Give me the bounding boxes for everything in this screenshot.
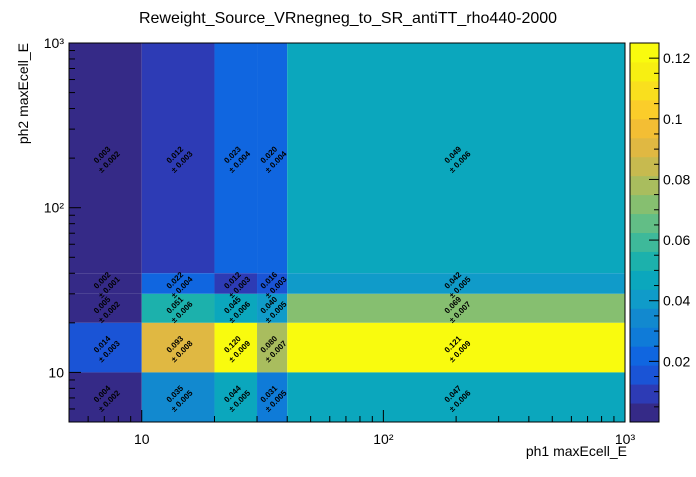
heatmap-cell — [141, 322, 215, 373]
colorbar-segment — [630, 365, 659, 385]
heatmap-cell — [257, 273, 288, 294]
y-tick-label: 10 — [48, 364, 64, 380]
y-tick-label: 10² — [44, 200, 65, 216]
heatmap-cell — [69, 293, 142, 323]
x-tick-label: 10³ — [615, 431, 636, 447]
x-axis: 10 10² 10³ — [68, 410, 636, 447]
colorbar-segment — [630, 118, 659, 139]
colorbar-segment — [630, 403, 659, 423]
colorbar-segment — [630, 194, 659, 215]
heatmap-cell — [257, 322, 288, 373]
heatmap-cell — [214, 372, 258, 422]
colorbar-segment — [630, 327, 659, 347]
colorbar-segment — [630, 80, 659, 101]
heatmap-cell — [257, 372, 288, 422]
colorbar-frame — [629, 42, 660, 423]
colorbar-segment — [630, 175, 659, 196]
y-axis-label: ph2 maxEcell_E — [15, 43, 31, 144]
heatmap-cell — [69, 372, 142, 422]
heatmap-cell — [141, 43, 215, 274]
heatmap-cell — [69, 43, 142, 274]
colorbar-tick-label: 0.1 — [663, 111, 683, 127]
colorbar-segment — [630, 346, 659, 366]
colorbar-segment — [630, 232, 659, 252]
color-scale: 0.02 0.04 0.06 0.08 0.1 0.12 — [629, 42, 690, 423]
colorbar-segment — [630, 43, 659, 63]
plot-frame — [68, 42, 626, 423]
colorbar-tick-label: 0.02 — [663, 353, 690, 369]
x-tick-label: 10² — [373, 431, 394, 447]
heatmap-cell — [214, 273, 258, 294]
colorbar-tick-label: 0.06 — [663, 232, 690, 248]
colorbar-segment — [630, 156, 659, 177]
colorbar-segment — [630, 289, 659, 309]
x-axis-label: ph1 maxEcell_E — [526, 443, 627, 459]
chart-title: Reweight_Source_VRnegneg_to_SR_antiTT_rh… — [139, 10, 557, 27]
y-tick-label: 10³ — [44, 35, 65, 51]
colorbar-segment — [630, 61, 659, 82]
colorbar-segment — [630, 99, 659, 120]
x-tick-label: 10 — [134, 431, 150, 447]
heatmap-cell — [141, 372, 215, 422]
heatmap-cell — [257, 43, 288, 274]
colorbar-segment — [630, 384, 659, 404]
colorbar-segment — [630, 270, 659, 290]
colorbar-segment — [630, 251, 659, 271]
colorbar-segment — [630, 213, 659, 233]
colorbar-tick-label: 0.12 — [663, 50, 690, 66]
heatmap-cell — [287, 43, 625, 274]
heatmap-cell — [141, 273, 215, 294]
colorbar-segment — [630, 137, 659, 158]
y-axis: 10 10² 10³ — [44, 35, 81, 423]
heatmap-cell — [214, 293, 258, 323]
heatmap-cell — [287, 273, 625, 294]
colorbar-tick-label: 0.04 — [663, 293, 690, 309]
heatmap-cell — [214, 322, 258, 373]
heatmap-cell — [69, 273, 142, 294]
heatmap-cell — [214, 43, 258, 274]
heatmap-cell — [69, 322, 142, 373]
heatmap-cell — [287, 293, 625, 323]
heatmap-cell — [141, 293, 215, 323]
cell-label-group: 0.049± 0.006 — [443, 144, 473, 174]
heatmap-cell — [257, 293, 288, 323]
heatmap-cells — [69, 43, 625, 422]
heatmap-cell — [287, 322, 625, 373]
colorbar-segment — [630, 308, 659, 328]
heatmap-cell — [287, 372, 625, 422]
colorbar-tick-label: 0.08 — [663, 171, 690, 187]
